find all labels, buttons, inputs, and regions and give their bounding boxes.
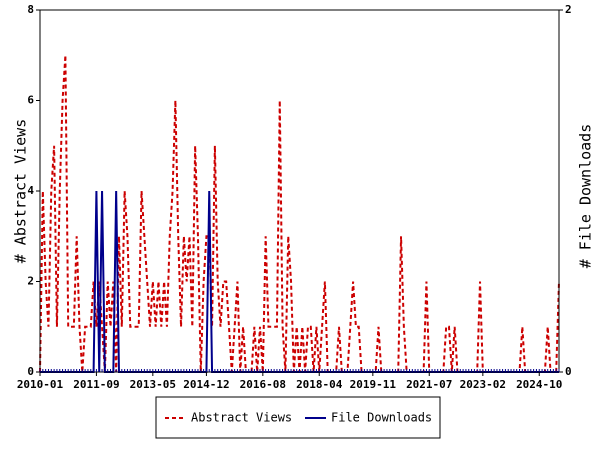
legend-label-abstract-views: Abstract Views	[191, 411, 292, 425]
y-right-tick-label: 0	[565, 365, 572, 378]
legend: Abstract Views File Downloads	[155, 396, 441, 439]
legend-label-file-downloads: File Downloads	[331, 411, 432, 425]
y-left-tick-label: 2	[27, 275, 34, 288]
x-tick-label: 2019-11	[350, 378, 397, 391]
y-axis-title-right: # File Downloads	[577, 124, 595, 269]
labels-layer: 2010-01 2011-09 2013-05 2014-12 2016-08 2018-…	[17, 3, 572, 391]
x-tick-label: 2023-02	[460, 378, 506, 391]
x-tick-label: 2018-04	[296, 378, 343, 391]
x-tick-label: 2016-08	[240, 378, 286, 391]
x-tick-label: 2011-09	[73, 378, 119, 391]
x-tick-label: 2014-12	[183, 378, 229, 391]
x-tick-label: 2010-01	[17, 378, 64, 391]
x-tick-label: 2013-05	[130, 378, 176, 391]
legend-box	[155, 396, 441, 439]
y-left-tick-label: 4	[27, 184, 34, 197]
x-tick-label: 2021-07	[406, 378, 452, 391]
x-tick-label: 2024-10	[516, 378, 562, 391]
y-left-tick-label: 6	[27, 94, 34, 107]
y-left-tick-label: 8	[27, 3, 34, 16]
axes-layer	[36, 9, 563, 376]
y-left-tick-label: 0	[27, 365, 34, 378]
y-axis-title-left: # Abstract Views	[12, 119, 30, 264]
y-right-tick-label: 2	[565, 3, 572, 16]
